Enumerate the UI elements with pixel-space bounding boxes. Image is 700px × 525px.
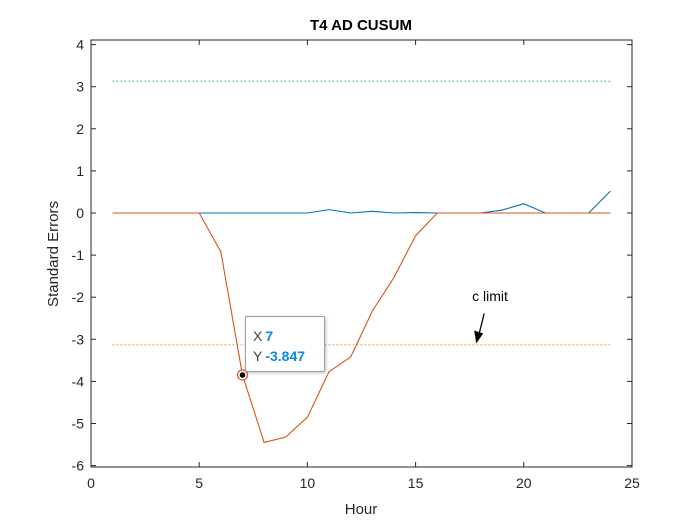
x-tick-label: 25 <box>624 475 640 491</box>
y-tick-label: -6 <box>72 458 85 474</box>
x-tick-label: 0 <box>87 475 95 491</box>
datatip-x-label: X <box>253 328 263 344</box>
control-limits <box>112 80 611 346</box>
datatip-y-label: Y <box>253 348 263 364</box>
x-tick-label: 20 <box>516 475 532 491</box>
annotation-label: c limit <box>472 288 508 304</box>
y-tick-label: -1 <box>72 247 85 263</box>
annotation-arrow-head <box>474 330 484 344</box>
datatip-x-value: 7 <box>265 328 274 344</box>
y-tick-label: 3 <box>76 79 84 95</box>
x-axis-label: Hour <box>345 501 378 518</box>
y-tick-label: 1 <box>76 163 84 179</box>
datatip-marker <box>239 372 246 378</box>
y-tick-label: 2 <box>76 121 84 137</box>
datatip-y-row: Y -3.847 <box>253 346 324 366</box>
y-tick-label: -3 <box>72 331 85 347</box>
y-axis-label: Standard Errors <box>45 201 62 307</box>
series-lines <box>112 190 611 444</box>
y-tick-label: 4 <box>76 37 84 53</box>
c-limit-annotation: c limit <box>472 288 508 344</box>
y-tick-label: -4 <box>72 373 85 389</box>
y-tick-label: 0 <box>76 205 84 221</box>
series-line-2 <box>112 212 611 444</box>
x-tick-label: 5 <box>195 475 203 491</box>
x-tick-label: 10 <box>300 475 316 491</box>
plot-area <box>90 39 633 468</box>
y-tick-label: -2 <box>72 289 85 305</box>
datatip-y-value: -3.847 <box>265 348 306 364</box>
x-tick-label: 15 <box>408 475 424 491</box>
y-tick-label: -5 <box>72 416 85 432</box>
chart-title: T4 AD CUSUM <box>310 17 412 34</box>
